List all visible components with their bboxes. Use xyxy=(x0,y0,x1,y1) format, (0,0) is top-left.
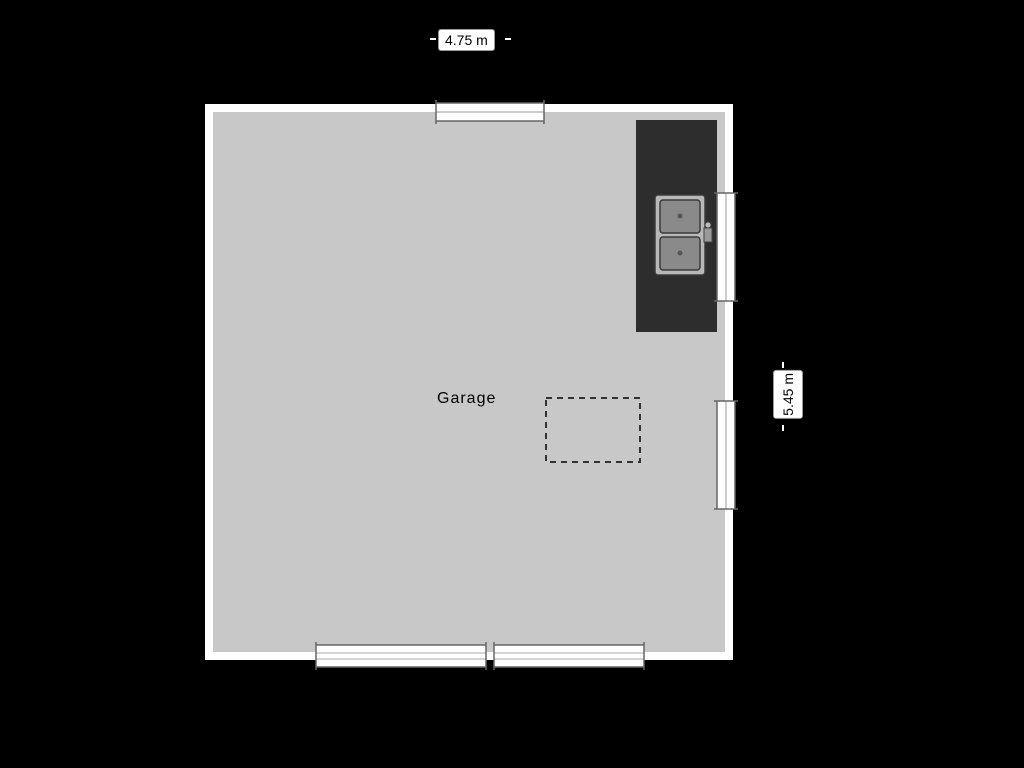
floorplan-canvas: 4.75 m 5.45 m xyxy=(0,0,1024,768)
floorplan-svg xyxy=(0,0,1024,768)
window-top xyxy=(436,100,544,124)
window-right-1 xyxy=(714,193,738,301)
sink xyxy=(655,195,712,275)
window-right-2 xyxy=(714,401,738,509)
garage-door-left xyxy=(316,642,486,670)
room-label-garage: Garage xyxy=(437,390,496,408)
garage-door-right xyxy=(494,642,644,670)
